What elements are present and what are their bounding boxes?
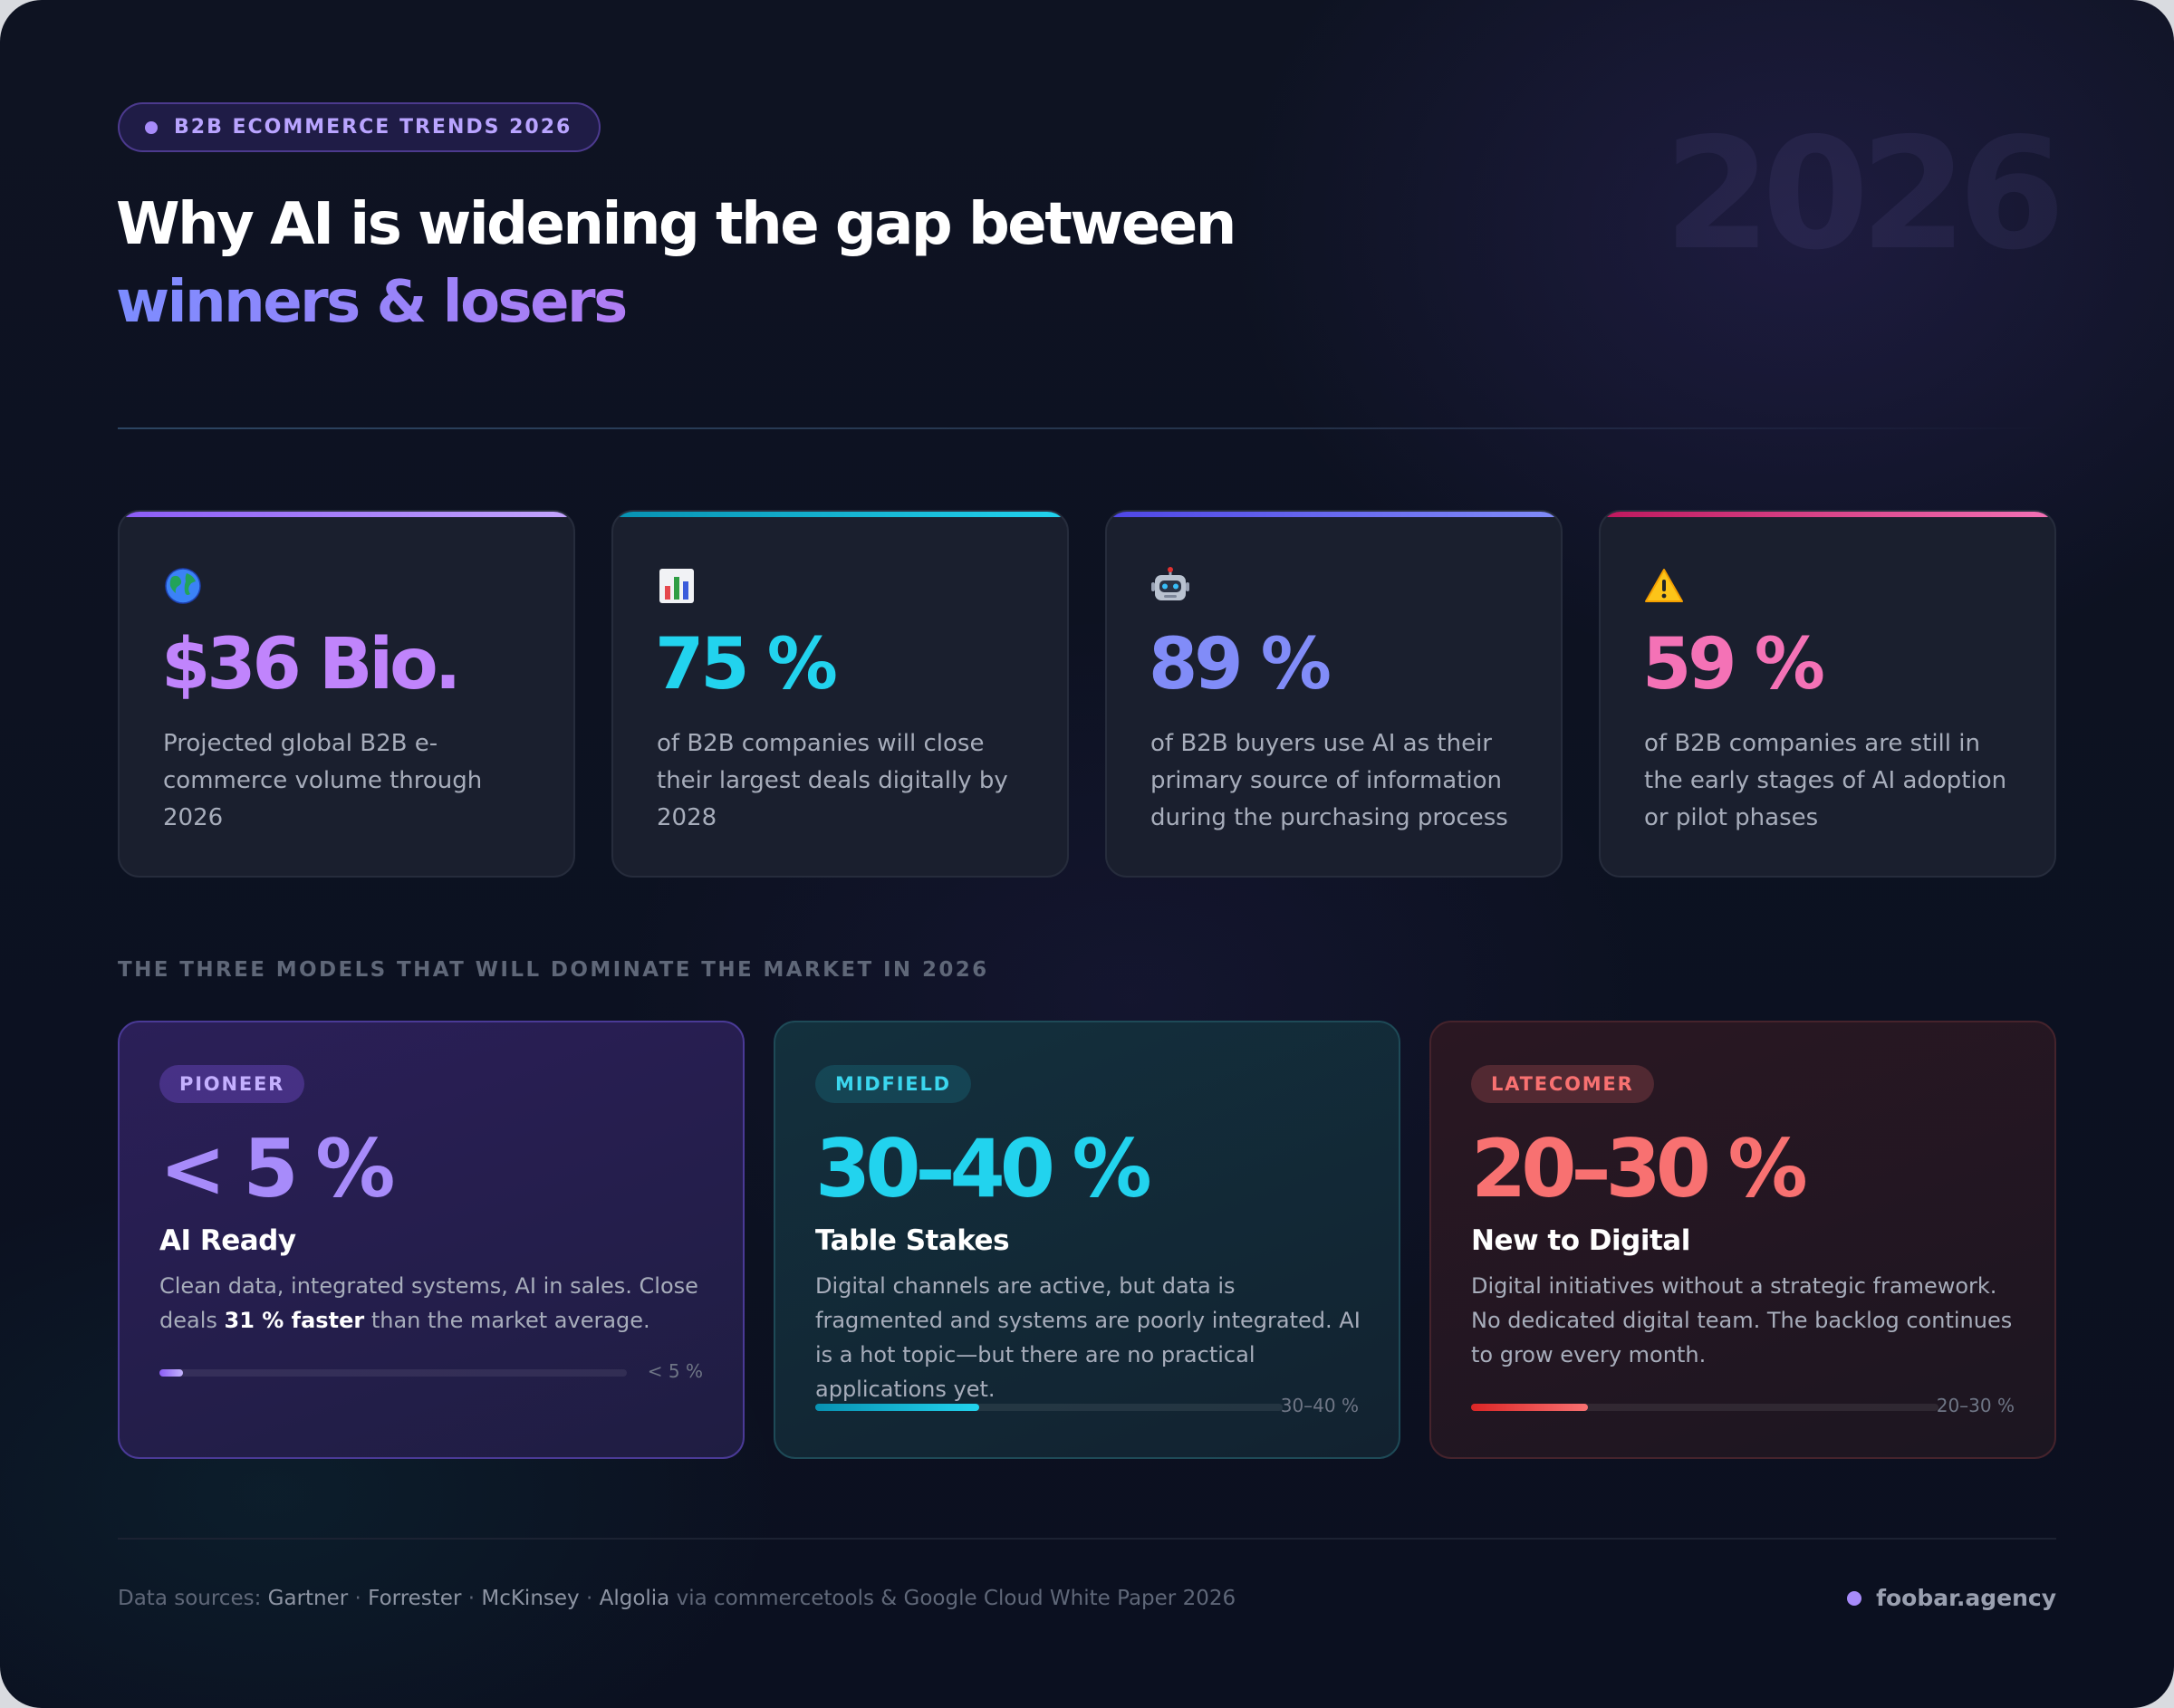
stat-value: 75 % (655, 624, 838, 705)
model-description: Clean data, integrated systems, AI in sa… (159, 1273, 698, 1333)
stat-card-ai-buyers: 89 % of B2B buyers use AI as their prima… (1105, 510, 1563, 878)
topic-badge: B2B ECOMMERCE TRENDS 2026 (118, 102, 601, 152)
progress-label: 20–30 % (1936, 1395, 2015, 1416)
brand-name: foobar.agency (1876, 1585, 2056, 1611)
stat-description: Projected global B2B e-commerce volume t… (163, 730, 483, 831)
progress-label: 30–40 % (1280, 1395, 1359, 1416)
model-description: Digital channels are active, but data is… (815, 1273, 1361, 1402)
section-heading: THE THREE MODELS THAT WILL DOMINATE THE … (118, 958, 989, 982)
model-tag: MIDFIELD (815, 1065, 971, 1103)
warning-icon (1645, 569, 1683, 602)
title-line-2: winners & losers (116, 264, 628, 341)
brand-link[interactable]: foobar.agency (1847, 1585, 2056, 1611)
stat-description: of B2B companies are still in the early … (1644, 730, 2007, 831)
stat-card-early-stage: 59 % of B2B companies are still in the e… (1599, 510, 2056, 878)
stat-description: of B2B companies will close their larges… (657, 730, 1008, 831)
highlight-text: 31 % faster (224, 1308, 365, 1333)
stat-card-accent-bar (1601, 512, 2054, 517)
model-share: 30–40 % (815, 1122, 1152, 1215)
model-share: < 5 % (159, 1122, 395, 1215)
model-name: New to Digital (1471, 1224, 1690, 1257)
model-name: AI Ready (159, 1224, 296, 1257)
robot-icon (1151, 567, 1189, 600)
stat-value: $36 Bio. (161, 624, 461, 705)
sources-prefix: Data sources: (118, 1587, 262, 1610)
model-share: 20–30 % (1471, 1122, 1808, 1215)
source-item: Algolia (599, 1587, 670, 1610)
data-sources: Data sources: Gartner · Forrester · McKi… (118, 1587, 1236, 1610)
globe-icon (165, 568, 201, 604)
progress-fill (159, 1369, 183, 1377)
stat-card-accent-bar (1107, 512, 1561, 517)
badge-dot (145, 120, 158, 134)
model-card-midfield: MIDFIELD 30–40 % Table Stakes Digital ch… (774, 1021, 1400, 1459)
footer-divider (118, 1538, 2056, 1540)
stat-value: 89 % (1149, 624, 1332, 705)
brand-dot (1847, 1590, 1862, 1606)
year-watermark: 2026 (1663, 105, 2065, 284)
source-item: McKinsey (481, 1587, 580, 1610)
badge-label: B2B ECOMMERCE TRENDS 2026 (174, 116, 572, 139)
model-tag: PIONEER (159, 1065, 305, 1103)
title-line-1: Why AI is widening the gap between (116, 191, 1236, 258)
source-item: Forrester (368, 1587, 462, 1610)
stat-card-accent-bar (120, 512, 573, 517)
progress-track (1471, 1404, 1938, 1411)
model-name: Table Stakes (815, 1224, 1010, 1257)
progress-fill (815, 1404, 979, 1411)
model-card-latecomer: LATECOMER 20–30 % New to Digital Digital… (1429, 1021, 2056, 1459)
page-title: Why AI is widening the gap between winne… (116, 186, 1236, 341)
stat-card-volume: $36 Bio. Projected global B2B e-commerce… (118, 510, 575, 878)
bar-chart-icon (659, 569, 694, 603)
stat-value: 59 % (1642, 624, 1825, 705)
source-item: Gartner (267, 1587, 349, 1610)
progress-fill (1471, 1404, 1588, 1411)
stat-card-accent-bar (613, 512, 1067, 517)
header-divider (118, 427, 2056, 429)
stat-description: of B2B buyers use AI as their primary so… (1150, 730, 1508, 831)
model-description: Digital initiatives without a strategic … (1471, 1273, 2013, 1367)
progress-track (815, 1404, 1283, 1411)
stat-card-digital-deals: 75 % of B2B companies will close their l… (611, 510, 1069, 878)
model-tag: LATECOMER (1471, 1065, 1654, 1103)
progress-label: < 5 % (647, 1360, 703, 1382)
progress-track (159, 1369, 627, 1377)
sources-suffix: via commercetools & Google Cloud White P… (676, 1587, 1236, 1610)
model-card-pioneer: PIONEER < 5 % AI Ready Clean data, integ… (118, 1021, 745, 1459)
